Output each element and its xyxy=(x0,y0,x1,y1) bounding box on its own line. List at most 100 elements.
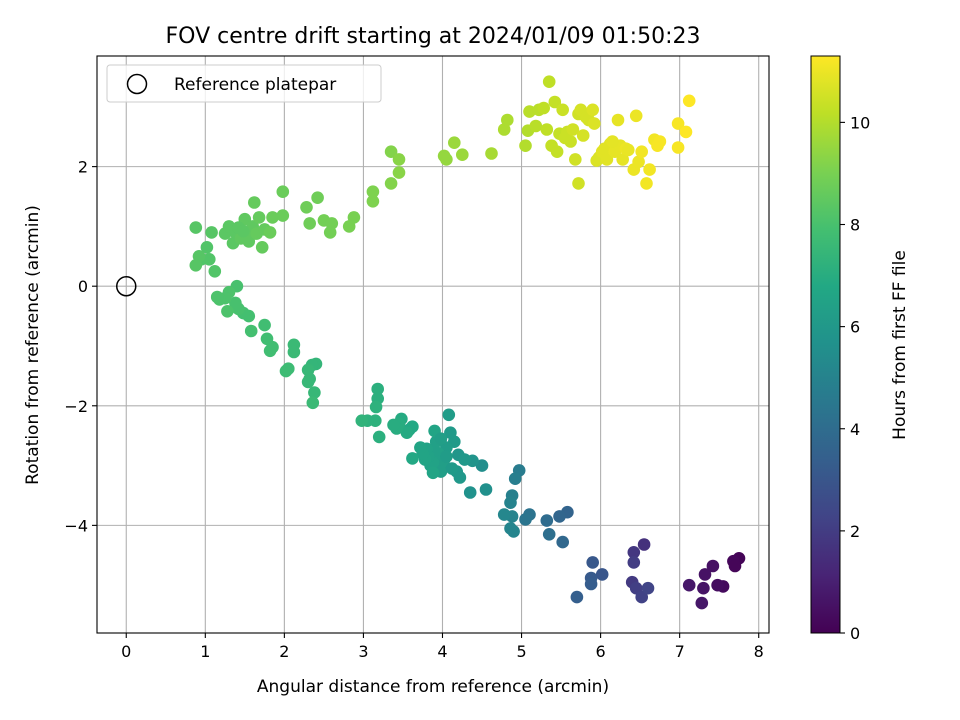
data-point xyxy=(448,136,461,149)
x-tick-label: 2 xyxy=(279,642,289,661)
data-point xyxy=(569,153,582,166)
x-tick-label: 5 xyxy=(516,642,526,661)
legend: Reference platepar xyxy=(106,64,382,103)
data-point xyxy=(205,226,218,239)
data-point xyxy=(248,196,261,209)
data-point xyxy=(479,483,493,496)
data-point xyxy=(504,496,517,510)
data-point xyxy=(392,166,406,179)
data-point xyxy=(711,578,724,592)
data-point xyxy=(632,155,645,169)
data-point xyxy=(635,145,648,158)
data-point xyxy=(643,163,656,176)
data-point xyxy=(189,259,203,272)
data-point xyxy=(453,471,467,484)
data-point xyxy=(679,125,693,139)
data-point xyxy=(255,241,269,254)
data-point xyxy=(287,345,301,359)
data-point xyxy=(611,113,625,127)
data-point xyxy=(682,94,696,108)
data-point xyxy=(698,568,712,581)
plot-frame xyxy=(96,55,770,634)
data-point xyxy=(384,145,398,158)
data-point xyxy=(325,217,339,230)
data-point xyxy=(300,201,313,214)
data-point xyxy=(301,375,315,389)
data-point xyxy=(576,129,590,142)
data-point xyxy=(308,386,321,399)
data-point xyxy=(414,441,427,454)
data-point xyxy=(508,472,522,486)
data-point xyxy=(311,191,324,204)
data-point xyxy=(458,453,471,466)
y-axis-label: Rotation from reference (arcmin) xyxy=(23,205,43,485)
data-point xyxy=(622,143,635,157)
data-point xyxy=(189,221,203,234)
data-point xyxy=(392,153,406,166)
data-point xyxy=(586,556,599,569)
data-point xyxy=(497,123,511,136)
data-point xyxy=(728,559,742,573)
x-tick-label: 6 xyxy=(596,642,606,661)
data-point xyxy=(540,123,554,136)
data-point xyxy=(208,265,222,278)
data-point xyxy=(463,486,477,499)
colorbar-tick-label: 8 xyxy=(850,216,860,235)
reference-platepar-circle xyxy=(116,275,137,297)
data-point xyxy=(497,508,511,521)
data-point xyxy=(232,302,245,316)
data-point xyxy=(369,400,383,414)
data-point xyxy=(372,430,386,444)
data-point xyxy=(347,211,361,224)
data-point xyxy=(426,466,440,480)
data-point xyxy=(519,513,532,526)
grid-lines xyxy=(97,56,769,633)
data-point xyxy=(627,546,641,559)
data-point xyxy=(456,148,469,161)
data-point xyxy=(584,577,598,591)
data-point xyxy=(616,153,629,166)
colorbar-tick-label: 10 xyxy=(850,113,870,132)
data-point xyxy=(529,119,543,133)
colorbar-tick-label: 4 xyxy=(850,420,860,439)
data-point xyxy=(542,75,556,88)
data-point xyxy=(556,103,569,117)
data-point xyxy=(537,101,550,115)
data-point xyxy=(258,318,271,332)
data-point xyxy=(606,135,619,148)
data-point xyxy=(671,117,685,130)
data-point xyxy=(548,95,562,109)
data-point xyxy=(629,109,643,123)
data-point xyxy=(366,185,380,198)
y-tick-label: 0 xyxy=(78,277,88,296)
data-point xyxy=(444,426,457,440)
data-point xyxy=(556,535,569,549)
colorbar: 0 2 4 6 8 10 Hours from first FF file xyxy=(810,55,910,643)
colorbar-tick-label: 2 xyxy=(850,522,860,541)
data-point xyxy=(570,590,584,604)
data-point xyxy=(627,556,641,569)
x-tick-label: 1 xyxy=(200,642,210,661)
data-point xyxy=(210,290,224,304)
data-point xyxy=(523,105,536,118)
data-point xyxy=(553,510,566,523)
y-axis-ticks: −4 −2 0 2 xyxy=(64,158,97,535)
data-point xyxy=(440,450,453,463)
data-point xyxy=(550,145,564,158)
data-point xyxy=(682,578,696,592)
data-point xyxy=(572,177,585,190)
legend-marker-open-circle xyxy=(126,73,148,95)
data-point xyxy=(406,452,419,465)
data-point xyxy=(200,241,214,254)
data-point xyxy=(384,177,398,190)
data-point xyxy=(641,581,655,595)
data-point xyxy=(540,514,554,527)
data-point xyxy=(588,117,601,130)
colorbar-label: Hours from first FF file xyxy=(890,250,910,440)
data-point xyxy=(442,408,456,422)
data-point xyxy=(501,113,514,127)
data-point xyxy=(600,153,614,166)
legend-box xyxy=(106,64,382,103)
data-point xyxy=(434,432,448,446)
